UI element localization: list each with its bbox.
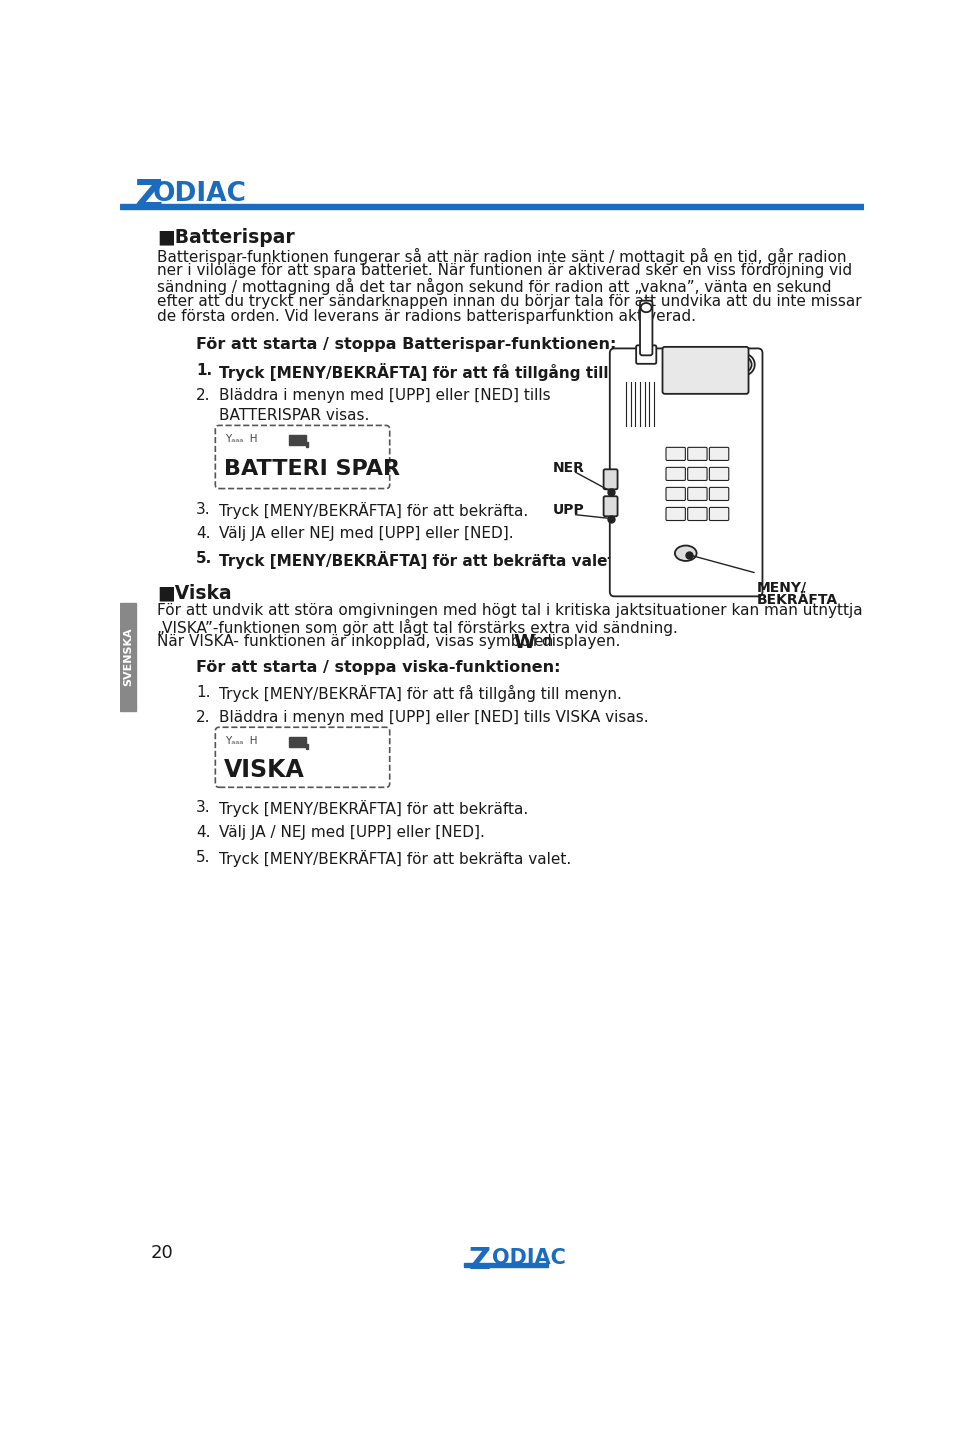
Text: ODIAC: ODIAC xyxy=(492,1248,565,1268)
FancyBboxPatch shape xyxy=(687,467,708,480)
Text: Tryck [MENY/BEKRÄFTA] för att få tillgång till menyn.: Tryck [MENY/BEKRÄFTA] för att få tillgån… xyxy=(219,363,678,381)
Text: För att undvik att störa omgivningen med högt tal i kritiska jaktsituationer kan: För att undvik att störa omgivningen med… xyxy=(157,604,863,618)
Bar xyxy=(306,744,308,749)
Text: 5.: 5. xyxy=(196,850,210,865)
FancyBboxPatch shape xyxy=(610,348,762,597)
Text: efter att du tryckt ner sändarknappen innan du börjar tala för att undvika att d: efter att du tryckt ner sändarknappen in… xyxy=(157,294,862,308)
Text: 20: 20 xyxy=(151,1243,174,1262)
Text: MENY/: MENY/ xyxy=(756,581,806,594)
Text: sändning / mottagning då det tar någon sekund för radion att „vakna”, vänta en s: sändning / mottagning då det tar någon s… xyxy=(157,278,831,295)
Text: i displayen.: i displayen. xyxy=(528,634,620,650)
Text: 3.: 3. xyxy=(196,800,210,816)
Text: BATTERI SPAR: BATTERI SPAR xyxy=(224,459,400,479)
Ellipse shape xyxy=(641,303,652,313)
Text: Yₐₐₐ  H: Yₐₐₐ H xyxy=(226,736,258,746)
Bar xyxy=(289,436,306,445)
FancyBboxPatch shape xyxy=(687,447,708,460)
Ellipse shape xyxy=(733,354,755,376)
Text: Tryck [MENY/BEKRÄFTA] för att bekräfta.: Tryck [MENY/BEKRÄFTA] för att bekräfta. xyxy=(219,502,528,519)
Text: de första orden. Vid leverans är radions batterisparfunktion aktiverad.: de första orden. Vid leverans är radions… xyxy=(157,310,696,324)
Bar xyxy=(464,1263,548,1268)
Bar xyxy=(306,442,308,447)
Text: SVENSKA: SVENSKA xyxy=(123,628,132,687)
Text: 4.: 4. xyxy=(196,825,210,840)
Bar xyxy=(289,737,306,747)
Text: Tryck [MENY/BEKRÄFTA] för att bekräfta valet.: Tryck [MENY/BEKRÄFTA] för att bekräfta v… xyxy=(219,850,571,866)
Bar xyxy=(120,604,135,711)
Text: Yₐₐₐ  H: Yₐₐₐ H xyxy=(226,435,258,445)
Text: ODIAC: ODIAC xyxy=(153,181,247,206)
FancyBboxPatch shape xyxy=(215,426,390,489)
Text: 1.: 1. xyxy=(196,363,212,379)
Text: Tryck [MENY/BEKRÄFTA] för att bekräfta.: Tryck [MENY/BEKRÄFTA] för att bekräfta. xyxy=(219,800,528,817)
Text: Bläddra i menyn med [UPP] eller [NED] tills: Bläddra i menyn med [UPP] eller [NED] ti… xyxy=(219,387,551,403)
FancyBboxPatch shape xyxy=(215,727,390,787)
Text: UPP: UPP xyxy=(552,503,585,518)
Text: BATTERISPAR visas.: BATTERISPAR visas. xyxy=(219,407,370,423)
Text: 1.: 1. xyxy=(196,685,210,700)
FancyBboxPatch shape xyxy=(709,488,729,500)
Text: BEKRÄFTA: BEKRÄFTA xyxy=(756,592,837,607)
Text: 4.: 4. xyxy=(196,526,210,541)
Text: W: W xyxy=(514,632,536,651)
Text: VISKA: VISKA xyxy=(224,759,304,782)
FancyBboxPatch shape xyxy=(709,508,729,521)
Text: Batterispar-funktionen fungerar så att när radion inte sänt / mottagit på en tid: Batterispar-funktionen fungerar så att n… xyxy=(157,248,847,264)
FancyBboxPatch shape xyxy=(709,467,729,480)
FancyBboxPatch shape xyxy=(687,488,708,500)
FancyBboxPatch shape xyxy=(640,301,653,356)
FancyBboxPatch shape xyxy=(666,447,685,460)
Text: ner i viloläge för att spara batteriet. När funtionen är aktiverad sker en viss : ner i viloläge för att spara batteriet. … xyxy=(157,262,852,278)
Text: För att starta / stoppa viska-funktionen:: För att starta / stoppa viska-funktionen… xyxy=(196,660,561,675)
FancyBboxPatch shape xyxy=(636,346,657,364)
FancyBboxPatch shape xyxy=(666,508,685,521)
Text: Välj JA eller NEJ med [UPP] eller [NED].: Välj JA eller NEJ med [UPP] eller [NED]. xyxy=(219,526,514,541)
Ellipse shape xyxy=(675,545,697,561)
Text: „VISKA”-funktionen som gör att lågt tal förstärks extra vid sändning.: „VISKA”-funktionen som gör att lågt tal … xyxy=(157,618,678,635)
Text: När VISKA- funktionen är inkopplad, visas symbolen: När VISKA- funktionen är inkopplad, visa… xyxy=(157,634,554,650)
Text: För att starta / stoppa Batterispar-funktionen:: För att starta / stoppa Batterispar-funk… xyxy=(196,337,616,351)
Text: Z: Z xyxy=(468,1246,491,1275)
Text: 2.: 2. xyxy=(196,387,210,403)
Bar xyxy=(120,204,864,209)
FancyBboxPatch shape xyxy=(604,496,617,516)
FancyBboxPatch shape xyxy=(709,447,729,460)
FancyBboxPatch shape xyxy=(662,347,749,394)
Text: Tryck [MENY/BEKRÄFTA] för att få tillgång till menyn.: Tryck [MENY/BEKRÄFTA] för att få tillgån… xyxy=(219,685,622,701)
Text: ■Batterispar: ■Batterispar xyxy=(157,228,295,247)
Text: Tryck [MENY/BEKRÄFTA] för att bekräfta valet.: Tryck [MENY/BEKRÄFTA] för att bekräfta v… xyxy=(219,551,621,569)
Text: 5.: 5. xyxy=(196,551,212,566)
FancyBboxPatch shape xyxy=(666,488,685,500)
Text: 2.: 2. xyxy=(196,710,210,724)
Ellipse shape xyxy=(736,357,752,373)
Text: NER: NER xyxy=(552,460,585,475)
FancyBboxPatch shape xyxy=(687,508,708,521)
Text: ■Viska: ■Viska xyxy=(157,584,231,602)
FancyBboxPatch shape xyxy=(666,467,685,480)
Text: Z: Z xyxy=(134,178,162,217)
FancyBboxPatch shape xyxy=(604,469,617,489)
Text: Bläddra i menyn med [UPP] eller [NED] tills VISKA visas.: Bläddra i menyn med [UPP] eller [NED] ti… xyxy=(219,710,649,724)
Text: Välj JA / NEJ med [UPP] eller [NED].: Välj JA / NEJ med [UPP] eller [NED]. xyxy=(219,825,485,840)
Text: 3.: 3. xyxy=(196,502,210,516)
